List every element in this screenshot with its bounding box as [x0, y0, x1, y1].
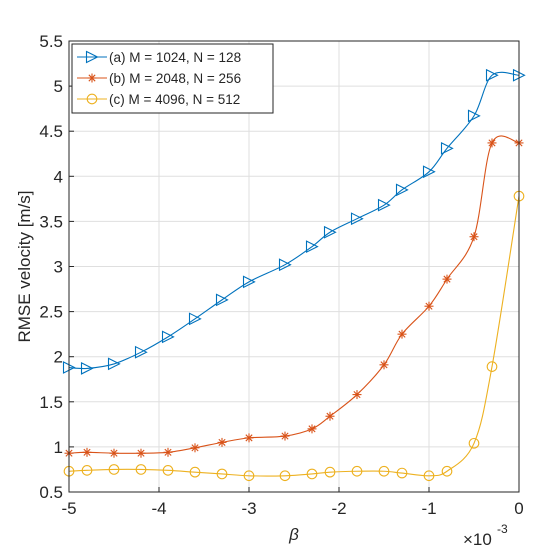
asterisk-marker — [424, 301, 434, 311]
circle-marker — [135, 464, 147, 475]
triangle-marker — [377, 198, 391, 212]
circle-marker — [423, 470, 435, 482]
y-tick-label: 1.5 — [39, 393, 63, 412]
y-tick-label: 5 — [54, 77, 63, 96]
circle-marker — [279, 470, 291, 482]
x-axis-title: β — [288, 525, 299, 544]
y-tick-label: 4.5 — [39, 122, 63, 141]
asterisk-marker — [82, 447, 92, 457]
circle-marker — [351, 465, 363, 477]
y-tick-labels: 0.5 1 1.5 2 2.5 3 3.5 4 4.5 5 5.5 — [39, 32, 63, 502]
triangle-marker — [422, 165, 436, 179]
series-2 — [64, 135, 524, 458]
asterisk-marker — [325, 411, 335, 421]
asterisk-marker — [397, 329, 407, 339]
triangle-marker — [278, 258, 292, 272]
y-tick-label: 3 — [54, 258, 63, 277]
circle-marker — [243, 470, 255, 482]
asterisk-marker — [217, 437, 227, 447]
triangle-marker — [467, 109, 481, 123]
x-exponent-power: -3 — [497, 522, 508, 536]
legend-label: (c) M = 4096, N = 512 — [109, 92, 240, 107]
plot-area-frame — [68, 40, 520, 493]
x-tick-label: -4 — [151, 499, 166, 518]
asterisk-marker — [190, 443, 200, 453]
circle-marker — [306, 468, 318, 480]
circle-marker — [108, 464, 120, 475]
legend-entry: (c) M = 4096, N = 512 — [77, 92, 240, 107]
triangle-marker — [350, 212, 364, 226]
circle-marker — [441, 465, 453, 477]
y-tick-label: 0.5 — [39, 483, 63, 502]
legend-label: (b) M = 2048, N = 256 — [109, 71, 241, 86]
triangle-marker — [134, 345, 148, 359]
y-tick-label: 5.5 — [39, 32, 63, 51]
triangle-marker — [188, 312, 202, 326]
asterisk-marker — [136, 448, 146, 458]
x-tick-labels: -5 -4 -3 -2 -1 0 — [61, 499, 523, 518]
x-axis-exponent: ×10 -3 — [463, 522, 508, 549]
series-3 — [63, 190, 525, 482]
circle-marker — [378, 465, 390, 477]
x-tick-label: -5 — [61, 499, 76, 518]
asterisk-marker — [307, 424, 317, 434]
series-layer — [62, 68, 526, 482]
circle-marker — [396, 467, 408, 479]
triangle-marker — [80, 362, 94, 375]
series-line — [68, 71, 520, 370]
asterisk-marker — [442, 274, 452, 284]
asterisk-marker — [487, 138, 497, 148]
legend-marker — [86, 93, 98, 105]
circle-marker — [324, 466, 336, 478]
asterisk-marker — [352, 390, 362, 400]
triangle-marker — [395, 183, 409, 197]
legend-entry: (b) M = 2048, N = 256 — [77, 71, 241, 86]
y-tick-label: 3.5 — [39, 212, 63, 231]
triangle-marker — [305, 240, 319, 254]
legend-marker — [87, 73, 97, 83]
circle-marker — [486, 361, 498, 372]
x-tick-label: -2 — [331, 499, 346, 518]
asterisk-marker — [379, 360, 389, 370]
asterisk-marker — [469, 232, 479, 242]
triangle-marker — [107, 357, 121, 371]
legend-label: (a) M = 1024, N = 128 — [109, 50, 241, 65]
circle-marker — [86, 93, 98, 105]
y-axis-title: RMSE velocity [m/s] — [15, 190, 34, 342]
series-line — [68, 196, 520, 477]
y-tick-label: 2.5 — [39, 303, 63, 322]
asterisk-marker — [87, 73, 97, 83]
asterisk-marker — [244, 433, 254, 443]
circle-marker — [162, 465, 174, 476]
triangle-marker — [161, 330, 175, 344]
legend-marker — [85, 50, 99, 64]
x-tick-label: 0 — [514, 499, 523, 518]
triangle-marker — [485, 68, 499, 82]
asterisk-marker — [280, 431, 290, 441]
triangle-marker — [242, 275, 256, 289]
legend-entry: (a) M = 1024, N = 128 — [77, 50, 241, 65]
circle-marker — [81, 465, 93, 476]
triangle-marker — [85, 50, 99, 64]
asterisk-marker — [163, 447, 173, 457]
legend: (a) M = 1024, N = 128 (b) M = 2048, N = … — [71, 43, 274, 114]
x-tick-label: -1 — [421, 499, 436, 518]
circle-marker — [189, 466, 201, 478]
triangle-marker — [440, 141, 454, 155]
asterisk-marker — [109, 448, 119, 458]
x-exponent-base: ×10 — [463, 530, 492, 549]
circle-marker — [468, 437, 480, 449]
y-tick-label: 2 — [54, 348, 63, 367]
x-tick-label: -3 — [241, 499, 256, 518]
triangle-marker — [215, 293, 229, 307]
circle-marker — [216, 468, 228, 480]
triangle-marker — [323, 225, 337, 239]
y-tick-label: 1 — [54, 438, 63, 457]
y-tick-label: 4 — [54, 167, 63, 186]
